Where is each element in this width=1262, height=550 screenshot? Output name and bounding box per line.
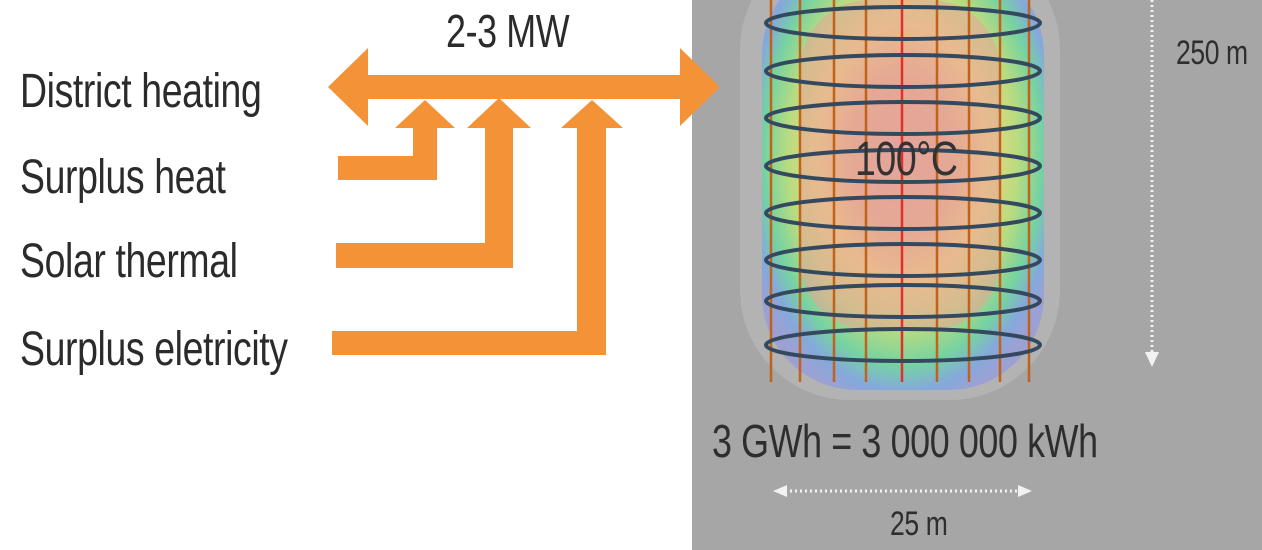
surplus-electricity-arrow	[332, 100, 623, 355]
coil-ring	[764, 242, 1042, 278]
width-arrowhead-left	[773, 485, 787, 497]
energy-capacity-label: 3 GWh = 3 000 000 kWh	[712, 415, 1098, 467]
label-surplus-heat: Surplus heat	[20, 151, 226, 204]
surplus-heat-arrow	[338, 100, 455, 180]
label-district-heating: District heating	[20, 65, 262, 118]
coil-ring	[764, 283, 1042, 319]
depth-arrowhead	[1145, 352, 1159, 367]
district-heating-double-arrow	[328, 48, 720, 126]
width-arrowhead-right	[1018, 485, 1032, 497]
coil-rings	[764, 5, 1042, 363]
heat-core	[800, 0, 1000, 330]
width-label: 25 m	[890, 505, 948, 543]
coil-ring	[764, 53, 1042, 89]
coil-ring	[764, 100, 1042, 136]
coil-ring	[764, 195, 1042, 231]
temperature-label: 100°C	[855, 133, 958, 186]
coil-ring	[764, 327, 1042, 363]
depth-label: 250 m	[1176, 34, 1248, 72]
solar-thermal-arrow	[336, 98, 531, 268]
heat-flow-arrows	[328, 48, 720, 355]
power-label: 2-3 MW	[446, 5, 570, 57]
label-solar-thermal: Solar thermal	[20, 235, 238, 288]
coil-ring	[764, 148, 1042, 184]
coil-ring	[764, 5, 1042, 41]
label-surplus-electricity: Surplus eletricity	[20, 323, 288, 376]
